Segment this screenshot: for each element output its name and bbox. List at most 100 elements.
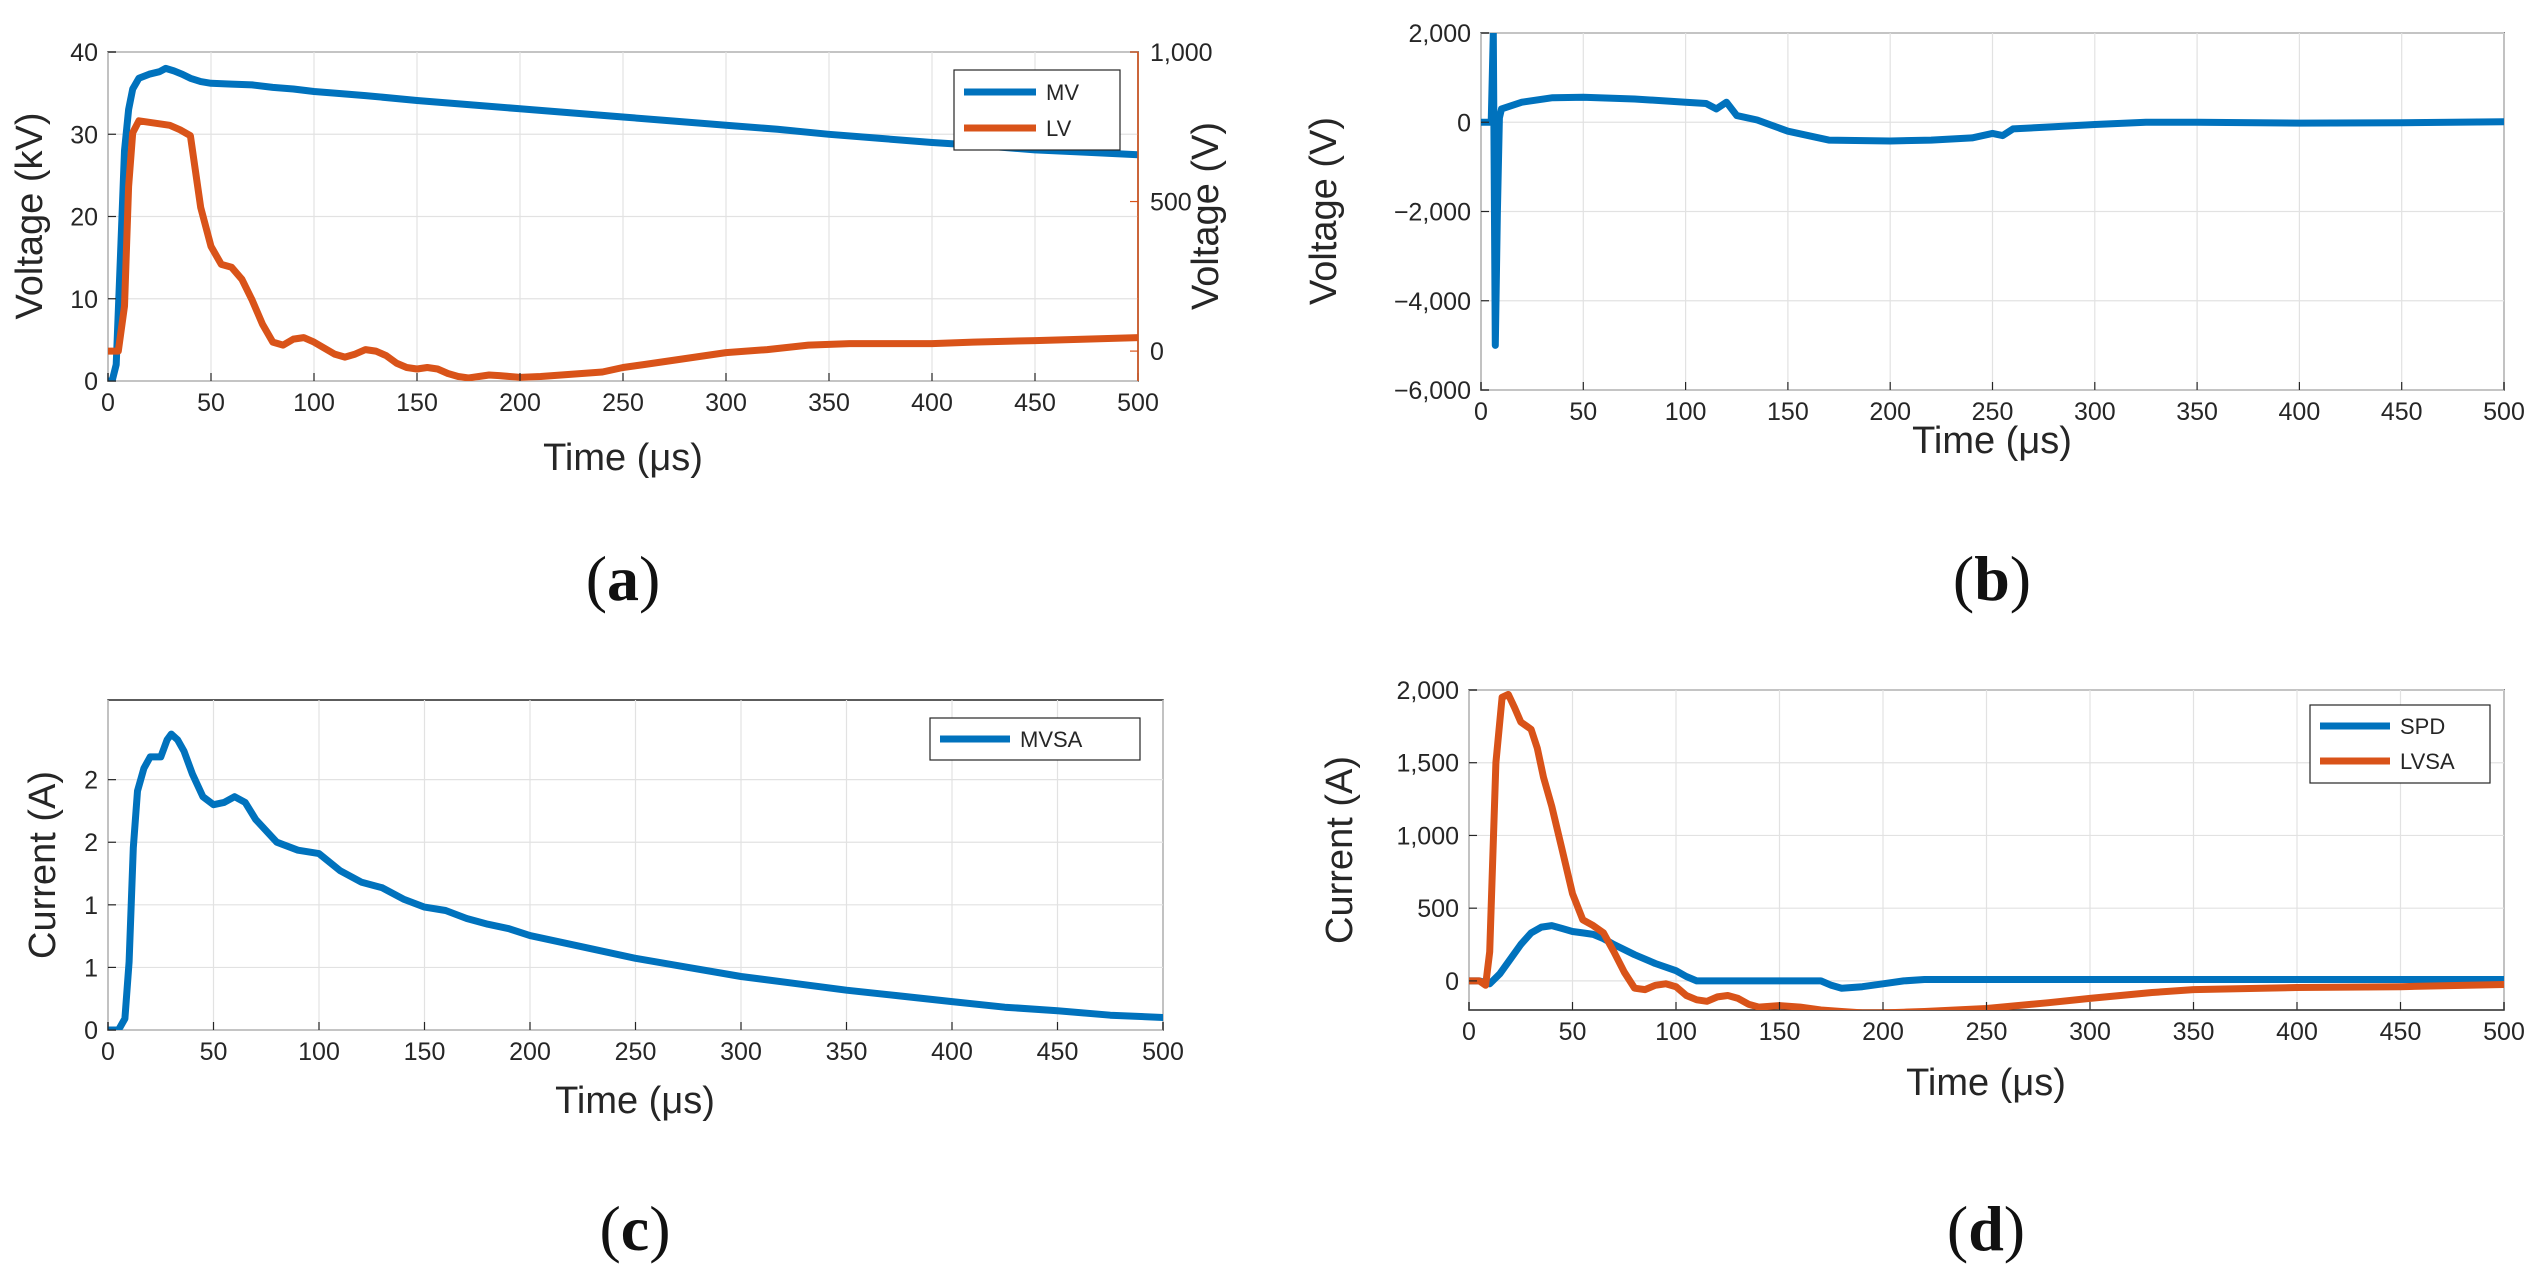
xticks-b: 0 50 100 150 200 250 300 350 400 450 500 xyxy=(1474,382,2525,426)
ytick-label-a-1: 10 xyxy=(70,286,98,314)
series-d xyxy=(1469,690,2504,1010)
series-c xyxy=(108,730,1163,1030)
xtick-label-a-10: 500 xyxy=(1117,389,1159,417)
ytick-label-c-2: 1 xyxy=(84,892,98,920)
series-line-a-mv xyxy=(108,64,1138,381)
y2tick-label-a-1: 500 xyxy=(1150,189,1192,217)
xtick-label-d-2: 100 xyxy=(1655,1018,1697,1046)
xtick-label-b-2: 100 xyxy=(1665,398,1707,426)
xticks-d: 0 50 100 150 200 250 300 350 400 450 500 xyxy=(1462,1002,2525,1046)
ytick-label-c-0: 0 xyxy=(84,1017,98,1045)
xtick-label-c-4: 200 xyxy=(509,1038,551,1066)
xlabel-d: Time (μs) xyxy=(1906,1062,2066,1104)
legend-a: MV LV xyxy=(953,69,1121,151)
ytick-label-b-2: −2,000 xyxy=(1394,199,1471,227)
series-line-b-voltage xyxy=(1481,33,2504,349)
xtick-label-b-6: 300 xyxy=(2074,398,2116,426)
ytick-label-d-3: 1,500 xyxy=(1396,750,1459,778)
legend-d: SPD LVSA xyxy=(2309,704,2491,784)
xtick-label-b-9: 450 xyxy=(2381,398,2423,426)
xtick-label-b-4: 200 xyxy=(1869,398,1911,426)
xtick-label-a-4: 200 xyxy=(499,389,541,417)
series-line-d-spd xyxy=(1469,922,2504,992)
caption-b: (b) xyxy=(1953,543,2031,614)
yticks-a: 0 10 20 30 40 xyxy=(70,39,116,396)
caption-c: (c) xyxy=(599,1193,670,1264)
legend-box-a xyxy=(953,69,1121,151)
panel-d: 0 50 100 150 200 250 300 350 400 450 500 0 500 1,000… xyxy=(1319,677,2525,1264)
ytick-label-a-4: 40 xyxy=(70,39,98,67)
xticks-a: 0 50 100 150 200 250 300 350 400 450 500 xyxy=(101,373,1159,417)
xtick-label-c-3: 150 xyxy=(404,1038,446,1066)
xlabel-b: Time (μs) xyxy=(1912,420,2072,462)
ytick-label-b-4: 2,000 xyxy=(1408,20,1471,48)
xtick-label-a-5: 250 xyxy=(602,389,644,417)
xtick-label-d-3: 150 xyxy=(1759,1018,1801,1046)
xtick-label-c-6: 300 xyxy=(720,1038,762,1066)
grid-b xyxy=(1480,32,2505,391)
ylabel-b: Voltage (V) xyxy=(1303,117,1345,305)
xtick-label-c-2: 100 xyxy=(298,1038,340,1066)
y2ticks-a: 0 500 1,000 xyxy=(1130,39,1213,381)
xticks-c: 0 50 100 150 200 250 300 350 400 450 500 xyxy=(101,1022,1184,1066)
legend-c: MVSA xyxy=(929,717,1141,761)
ytick-label-c-1: 1 xyxy=(84,954,98,982)
series-line-d-lvsa xyxy=(1469,690,2504,1010)
xtick-label-d-1: 50 xyxy=(1559,1018,1587,1046)
panel-a: 0 50 100 150 200 250 300 350 400 450 500 010203040… xyxy=(9,39,1227,614)
legend-label-spd: SPD xyxy=(2400,714,2445,739)
xtick-label-c-7: 350 xyxy=(826,1038,868,1066)
ytick-label-a-3: 30 xyxy=(70,121,98,149)
y2tick-label-a-0: 0 xyxy=(1150,338,1164,366)
xtick-label-b-10: 500 xyxy=(2483,398,2525,426)
xtick-label-a-2: 100 xyxy=(293,389,335,417)
series-line-c-mvsa xyxy=(108,730,1163,1030)
series-b xyxy=(1481,33,2504,349)
ylabel-a: Voltage (kV) xyxy=(9,113,51,320)
ytick-label-a-0: 0 xyxy=(84,368,98,396)
ytick-label-c-4: 2 xyxy=(84,767,98,795)
xtick-label-c-5: 250 xyxy=(615,1038,657,1066)
xtick-label-b-8: 400 xyxy=(2279,398,2321,426)
ytick-label-d-0: 0 xyxy=(1445,968,1459,996)
legend-label-mv: MV xyxy=(1046,80,1079,105)
caption-d: (d) xyxy=(1947,1193,2025,1264)
ytick-label-c-3: 2 xyxy=(84,829,98,857)
legend-label-lv: LV xyxy=(1046,116,1072,141)
caption-a: (a) xyxy=(586,543,661,614)
xtick-label-c-10: 500 xyxy=(1142,1038,1184,1066)
xlabel-c: Time (μs) xyxy=(555,1080,715,1122)
xtick-label-d-8: 400 xyxy=(2276,1018,2318,1046)
yticks-b: −6,000 −4,000 −2,000 0 2,000 xyxy=(1394,20,1489,405)
xlabel-a: Time (μs) xyxy=(543,437,703,479)
xtick-label-b-1: 50 xyxy=(1569,398,1597,426)
xtick-label-d-5: 250 xyxy=(1966,1018,2008,1046)
yticks-d: 0 500 1,000 1,500 2,000 xyxy=(1396,677,1477,996)
xtick-label-a-8: 400 xyxy=(911,389,953,417)
series-line-a-lv xyxy=(108,117,1138,381)
y2tick-label-a-2: 1,000 xyxy=(1150,39,1213,67)
ylabel-c: Current (A) xyxy=(22,771,64,959)
xtick-label-a-9: 450 xyxy=(1014,389,1056,417)
xtick-label-c-0: 0 xyxy=(101,1038,115,1066)
legend-label-lvsa: LVSA xyxy=(2400,749,2455,774)
legend-label-mvsa: MVSA xyxy=(1020,727,1083,752)
ytick-label-d-4: 2,000 xyxy=(1396,677,1459,705)
xtick-label-d-4: 200 xyxy=(1862,1018,1904,1046)
xtick-label-d-9: 450 xyxy=(2380,1018,2422,1046)
ytick-label-b-0: −6,000 xyxy=(1394,377,1471,405)
xtick-label-d-7: 350 xyxy=(2173,1018,2215,1046)
xtick-label-a-7: 350 xyxy=(808,389,850,417)
series-a xyxy=(108,64,1138,381)
xtick-label-c-9: 450 xyxy=(1037,1038,1079,1066)
xtick-label-b-0: 0 xyxy=(1474,398,1488,426)
ytick-label-d-2: 1,000 xyxy=(1396,822,1459,850)
legend-box-d xyxy=(2309,704,2491,784)
ytick-label-d-1: 500 xyxy=(1417,895,1459,923)
xtick-label-a-0: 0 xyxy=(101,389,115,417)
xtick-label-c-1: 50 xyxy=(200,1038,228,1066)
xtick-label-c-8: 400 xyxy=(931,1038,973,1066)
ytick-label-a-2: 20 xyxy=(70,204,98,232)
xtick-label-a-3: 150 xyxy=(396,389,438,417)
